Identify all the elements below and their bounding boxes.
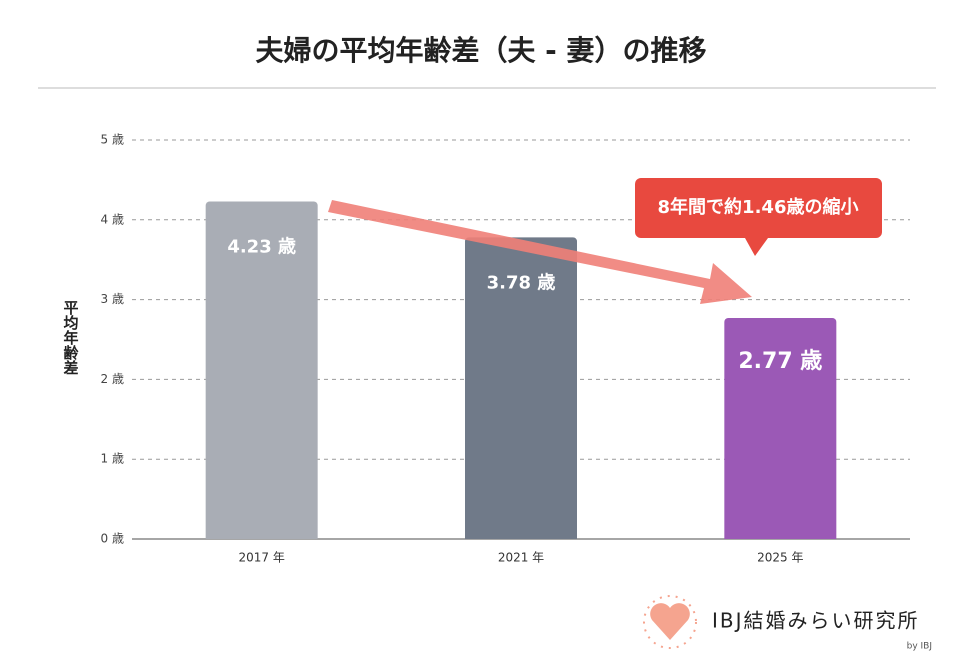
value-label: 3.78 歳 (487, 272, 556, 293)
logo-by: by IBJ (907, 642, 932, 652)
logo-icon (643, 595, 697, 649)
x-tick-label: 2017 年 (238, 551, 284, 565)
bar (465, 237, 577, 539)
value-label: 4.23 歳 (227, 236, 296, 257)
y-tick-label: 5 歳 (101, 133, 124, 147)
chart-title: 夫婦の平均年齢差（夫 - 妻）の推移 (255, 34, 706, 67)
x-tick-label: 2021 年 (498, 551, 544, 565)
y-axis-label: 平均年齢差 (62, 300, 80, 375)
y-tick-label: 4 歳 (101, 212, 124, 226)
callout-text: 8年間で約1.46歳の縮小 (658, 196, 859, 218)
bar (724, 317, 837, 539)
bar (205, 201, 318, 540)
y-tick-label: 3 歳 (101, 292, 124, 306)
x-tick-label: 2025 年 (757, 551, 803, 565)
y-tick-label: 0 歳 (101, 532, 124, 546)
plot-area: 0 歳 1 歳 2 歳 3 歳 4 歳 5 歳 2017 年 4.23 歳 2021 年 3.78… (101, 133, 910, 565)
trend-arrow (328, 200, 752, 304)
logo-text: IBJ結婚みらい研究所 (712, 609, 920, 633)
callout-box (635, 178, 882, 256)
y-tick-label: 1 歳 (101, 452, 124, 466)
value-label: 2.77 歳 (738, 349, 822, 374)
y-tick-label: 2 歳 (101, 372, 124, 386)
